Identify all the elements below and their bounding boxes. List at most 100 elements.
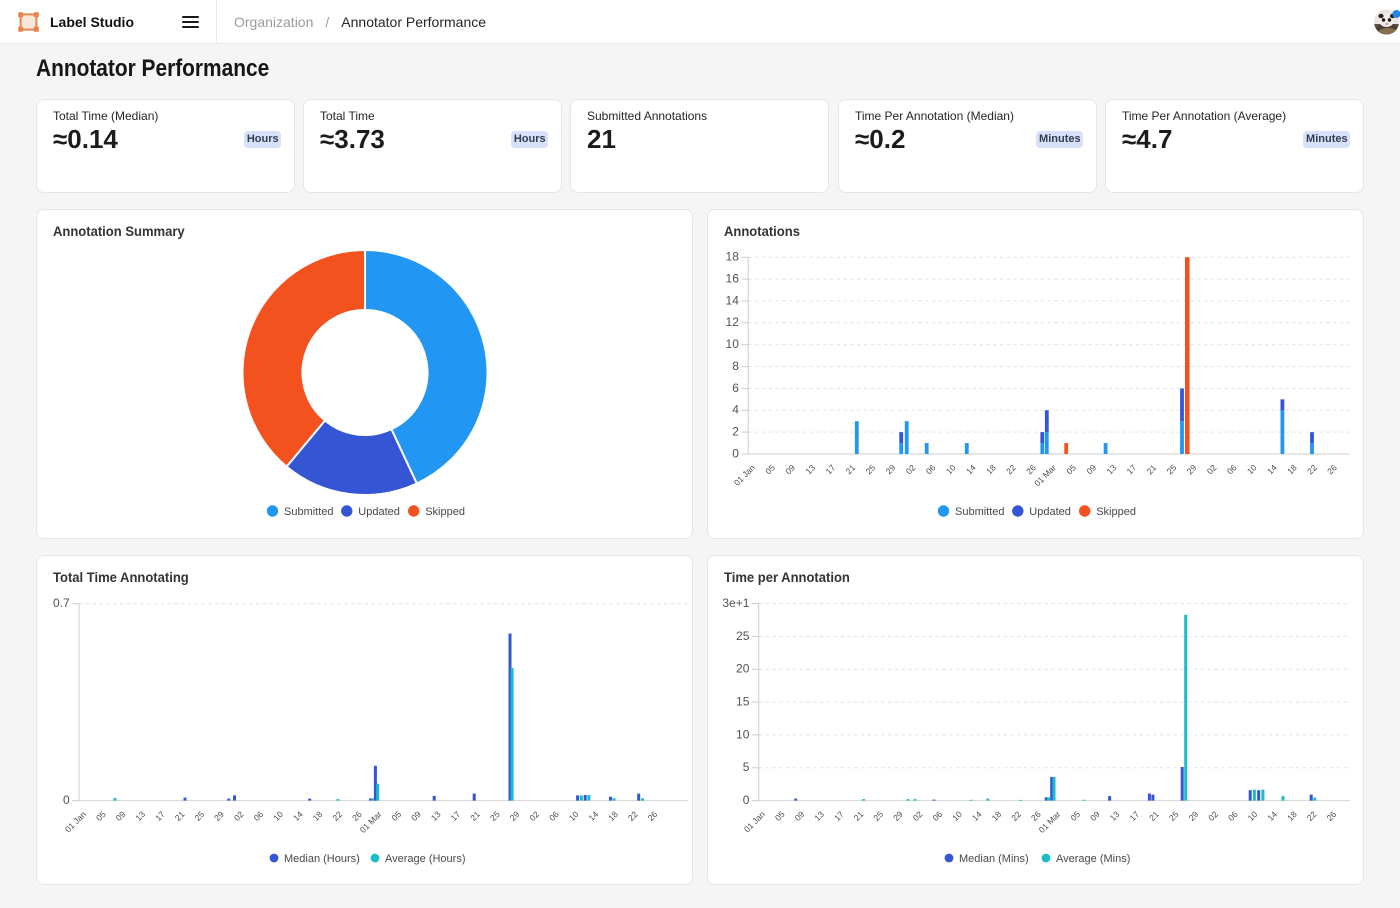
- svg-text:01 Jan: 01 Jan: [732, 462, 757, 487]
- svg-text:01 Jan: 01 Jan: [63, 809, 88, 834]
- svg-text:0: 0: [732, 446, 739, 460]
- svg-text:14: 14: [726, 293, 740, 307]
- svg-text:26: 26: [1024, 462, 1038, 476]
- svg-text:09: 09: [783, 462, 797, 476]
- svg-text:26: 26: [1325, 462, 1339, 476]
- svg-text:09: 09: [793, 809, 807, 823]
- svg-text:05: 05: [1064, 462, 1078, 476]
- svg-text:10: 10: [1245, 462, 1259, 476]
- svg-text:22: 22: [626, 809, 640, 823]
- svg-text:09: 09: [1088, 809, 1102, 823]
- svg-text:02: 02: [904, 462, 918, 476]
- svg-text:18: 18: [1285, 462, 1299, 476]
- svg-text:26: 26: [350, 809, 364, 823]
- svg-text:25: 25: [1165, 462, 1179, 476]
- svg-text:29: 29: [891, 809, 905, 823]
- svg-text:13: 13: [1104, 462, 1118, 476]
- svg-text:6: 6: [732, 381, 739, 395]
- svg-text:09: 09: [114, 809, 128, 823]
- svg-text:06: 06: [1226, 809, 1240, 823]
- svg-text:Updated: Updated: [358, 506, 400, 518]
- svg-text:15: 15: [736, 695, 750, 709]
- svg-text:Median (Mins): Median (Mins): [959, 853, 1029, 865]
- svg-text:3e+1: 3e+1: [722, 596, 749, 610]
- svg-text:02: 02: [527, 809, 541, 823]
- svg-text:16: 16: [726, 272, 740, 286]
- svg-text:10: 10: [271, 809, 285, 823]
- svg-text:18: 18: [726, 250, 740, 264]
- svg-text:14: 14: [1265, 462, 1279, 476]
- svg-text:26: 26: [1029, 809, 1043, 823]
- svg-text:25: 25: [1167, 809, 1181, 823]
- svg-text:09: 09: [409, 809, 423, 823]
- svg-text:17: 17: [1124, 462, 1138, 476]
- svg-text:Submitted: Submitted: [955, 506, 1005, 518]
- svg-text:21: 21: [1145, 462, 1159, 476]
- svg-text:25: 25: [871, 809, 885, 823]
- svg-text:26: 26: [1324, 809, 1338, 823]
- svg-text:09: 09: [1084, 462, 1098, 476]
- svg-text:29: 29: [1185, 462, 1199, 476]
- svg-text:14: 14: [1265, 809, 1279, 823]
- svg-text:10: 10: [726, 337, 740, 351]
- svg-text:02: 02: [1206, 809, 1220, 823]
- svg-text:06: 06: [930, 809, 944, 823]
- svg-text:13: 13: [812, 809, 826, 823]
- svg-text:13: 13: [1108, 809, 1122, 823]
- svg-text:29: 29: [212, 809, 226, 823]
- svg-text:14: 14: [964, 462, 978, 476]
- svg-text:13: 13: [429, 809, 443, 823]
- svg-text:0.7: 0.7: [53, 596, 70, 610]
- svg-text:05: 05: [389, 809, 403, 823]
- svg-text:22: 22: [1305, 809, 1319, 823]
- svg-text:10: 10: [736, 727, 750, 741]
- svg-text:25: 25: [736, 629, 750, 643]
- svg-text:22: 22: [1305, 462, 1319, 476]
- svg-text:21: 21: [468, 809, 482, 823]
- svg-text:14: 14: [586, 809, 600, 823]
- svg-text:10: 10: [944, 462, 958, 476]
- svg-text:10: 10: [950, 809, 964, 823]
- svg-text:18: 18: [990, 809, 1004, 823]
- svg-text:22: 22: [1004, 462, 1018, 476]
- svg-text:29: 29: [508, 809, 522, 823]
- svg-text:14: 14: [291, 809, 305, 823]
- svg-text:02: 02: [1205, 462, 1219, 476]
- svg-text:Median (Hours): Median (Hours): [284, 853, 360, 865]
- svg-text:4: 4: [732, 403, 739, 417]
- svg-text:12: 12: [726, 315, 740, 329]
- svg-text:21: 21: [173, 809, 187, 823]
- svg-text:Skipped: Skipped: [425, 506, 465, 518]
- svg-text:02: 02: [232, 809, 246, 823]
- svg-text:22: 22: [330, 809, 344, 823]
- svg-text:01 Mar: 01 Mar: [1032, 462, 1058, 488]
- svg-text:05: 05: [773, 809, 787, 823]
- svg-text:5: 5: [743, 760, 750, 774]
- svg-text:2: 2: [732, 425, 739, 439]
- svg-text:21: 21: [852, 809, 866, 823]
- svg-text:10: 10: [1246, 809, 1260, 823]
- svg-text:17: 17: [823, 462, 837, 476]
- svg-text:02: 02: [911, 809, 925, 823]
- svg-text:0: 0: [743, 793, 750, 807]
- svg-text:22: 22: [1009, 809, 1023, 823]
- svg-text:18: 18: [984, 462, 998, 476]
- svg-text:18: 18: [606, 809, 620, 823]
- svg-text:10: 10: [567, 809, 581, 823]
- svg-text:29: 29: [884, 462, 898, 476]
- svg-text:06: 06: [547, 809, 561, 823]
- svg-text:06: 06: [924, 462, 938, 476]
- svg-text:18: 18: [311, 809, 325, 823]
- svg-text:29: 29: [1187, 809, 1201, 823]
- svg-text:Updated: Updated: [1029, 506, 1071, 518]
- svg-text:17: 17: [449, 809, 463, 823]
- svg-text:13: 13: [133, 809, 147, 823]
- svg-text:21: 21: [1147, 809, 1161, 823]
- svg-text:25: 25: [864, 462, 878, 476]
- svg-text:06: 06: [252, 809, 266, 823]
- svg-text:17: 17: [832, 809, 846, 823]
- svg-text:13: 13: [803, 462, 817, 476]
- svg-text:01 Jan: 01 Jan: [742, 809, 767, 834]
- svg-text:Average (Mins): Average (Mins): [1056, 853, 1130, 865]
- svg-text:17: 17: [153, 809, 167, 823]
